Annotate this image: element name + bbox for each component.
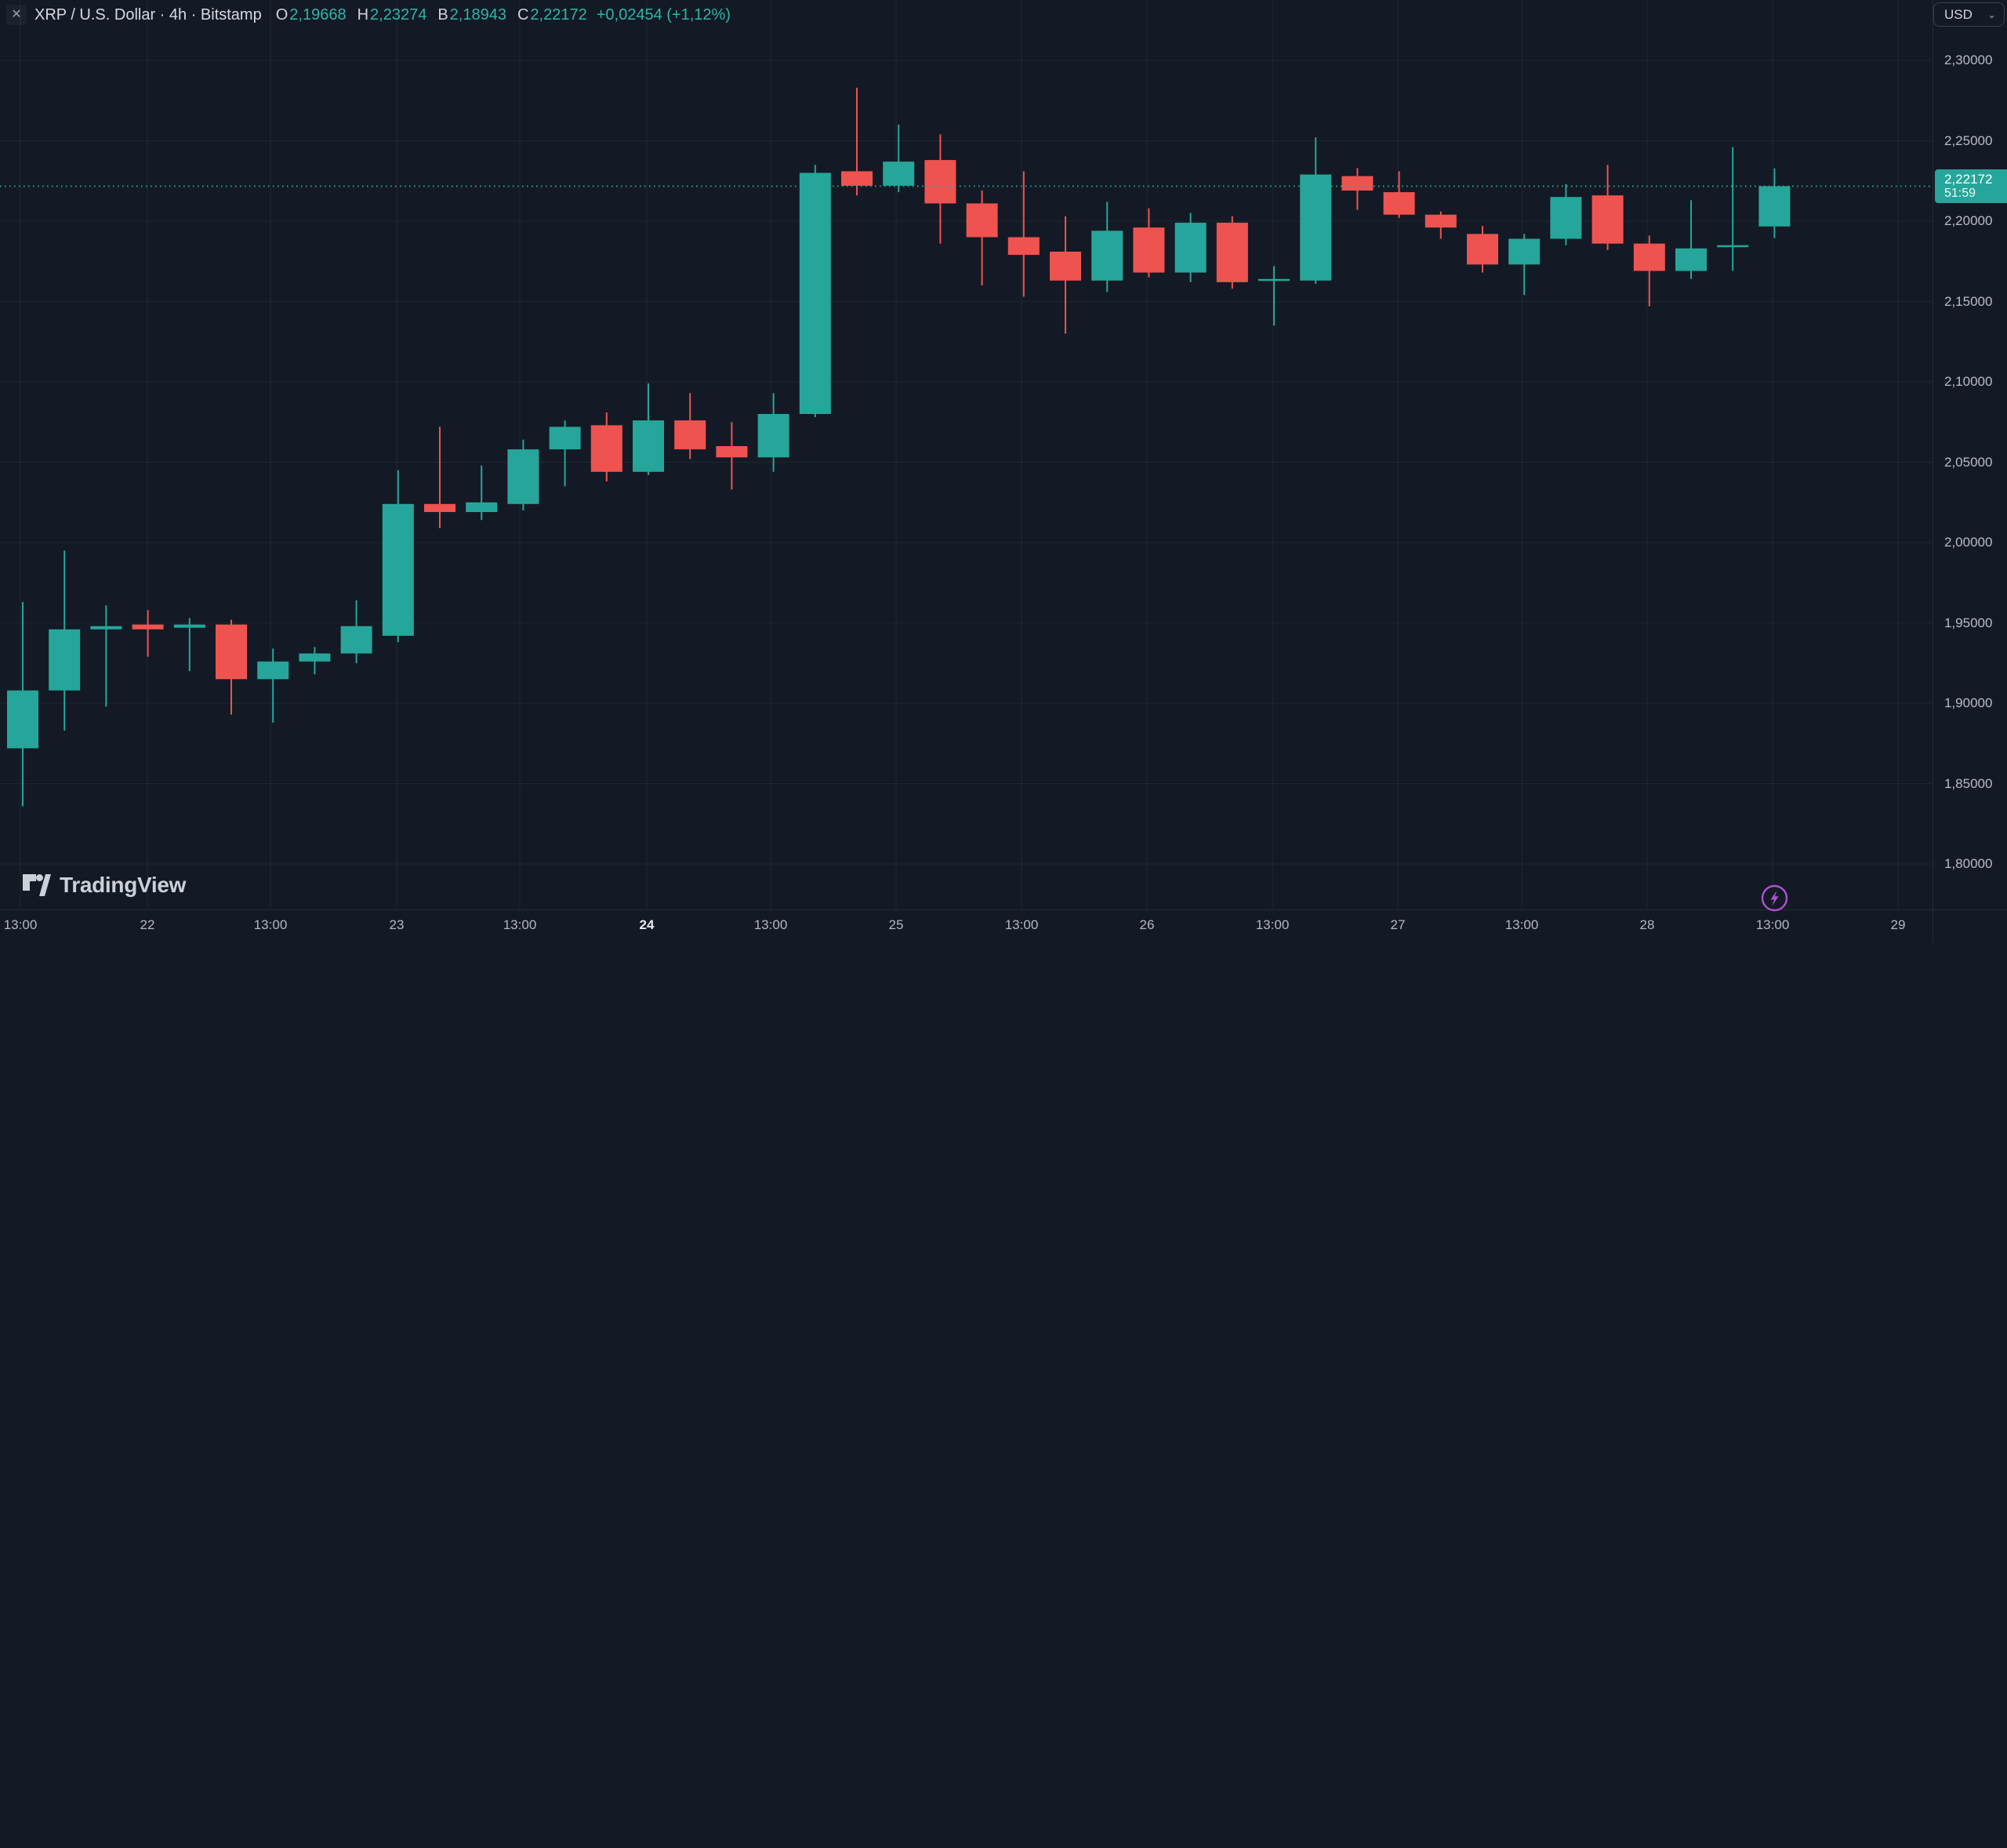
ohlc-low: B 2,18943 bbox=[437, 5, 506, 24]
currency-selector[interactable]: USD ⌄ bbox=[1933, 2, 2005, 27]
ohlc-high: H 2,23274 bbox=[357, 5, 427, 24]
candle-down bbox=[216, 624, 247, 680]
candle-down bbox=[1467, 234, 1498, 265]
bar-countdown: 51:59 bbox=[1944, 187, 1976, 201]
candle-up bbox=[1717, 245, 1749, 248]
time-tick-label: 13:00 bbox=[1255, 917, 1290, 932]
time-tick-label: 29 bbox=[1890, 917, 1906, 932]
time-tick-label: 13:00 bbox=[3, 917, 38, 932]
candle-up bbox=[90, 626, 122, 630]
time-tick-label: 13:00 bbox=[1004, 917, 1039, 932]
close-icon[interactable]: ✕ bbox=[6, 5, 27, 25]
tradingview-logo-text: TradingView bbox=[60, 873, 187, 897]
tradingview-logo-icon bbox=[23, 874, 51, 896]
candle-up bbox=[1091, 231, 1123, 281]
candle-up bbox=[49, 629, 81, 691]
candle-down bbox=[1341, 176, 1374, 191]
lightning-icon bbox=[1761, 884, 1788, 912]
candle-down bbox=[1383, 192, 1415, 215]
time-tick-label: 27 bbox=[1390, 917, 1406, 932]
ohlc-close: C 2,22172 bbox=[517, 5, 587, 24]
candle-down bbox=[590, 425, 622, 472]
price-tick-label: 2,00000 bbox=[1944, 535, 1993, 550]
candle-down bbox=[1133, 227, 1165, 273]
candle-down bbox=[1216, 223, 1248, 282]
time-tick-label: 23 bbox=[389, 917, 405, 932]
candle-up bbox=[1550, 197, 1582, 239]
price-tick-label: 2,20000 bbox=[1944, 213, 1993, 228]
candle-up bbox=[757, 414, 789, 458]
price-tick-label: 2,10000 bbox=[1944, 374, 1993, 389]
candle-up bbox=[507, 449, 539, 504]
time-tick-label: 13:00 bbox=[753, 917, 788, 932]
candle-up bbox=[382, 503, 414, 636]
currency-label: USD bbox=[1944, 6, 1973, 22]
time-tick-label: 22 bbox=[140, 917, 155, 932]
chevron-down-icon: ⌄ bbox=[1987, 8, 1996, 20]
price-tick-label: 1,95000 bbox=[1944, 615, 1993, 630]
price-axis[interactable]: 2,22172 51:59 2,30000 2,25000 2,20000 2,150… bbox=[1933, 0, 2007, 909]
candle-down bbox=[674, 420, 706, 450]
candle-down bbox=[1424, 214, 1457, 228]
price-tick-label: 1,80000 bbox=[1944, 856, 1993, 871]
price-tick-label: 2,05000 bbox=[1944, 454, 1993, 470]
candle-up bbox=[1508, 238, 1541, 265]
tradingview-logo[interactable]: TradingView bbox=[22, 873, 186, 898]
time-tick-label: 24 bbox=[639, 917, 655, 932]
candle-up bbox=[7, 690, 38, 749]
lightning-button[interactable] bbox=[1760, 884, 1789, 913]
candle-up bbox=[340, 626, 372, 654]
price-tick-label: 1,90000 bbox=[1944, 695, 1993, 710]
candlestick-chart[interactable] bbox=[0, 0, 1933, 909]
time-tick-label: 13:00 bbox=[1504, 917, 1539, 932]
symbol-title[interactable]: XRP / U.S. Dollar · 4h · Bitstamp bbox=[34, 5, 262, 24]
candle-down bbox=[924, 160, 956, 204]
time-tick-label: 13:00 bbox=[253, 917, 288, 932]
candle-up bbox=[1174, 223, 1207, 273]
candle-up bbox=[633, 420, 664, 472]
time-tick-label: 26 bbox=[1139, 917, 1155, 932]
candle-up bbox=[257, 661, 289, 680]
candle-down bbox=[1633, 243, 1665, 271]
candle-down bbox=[1050, 251, 1081, 281]
candle-up bbox=[799, 172, 831, 414]
candle-up bbox=[299, 653, 331, 662]
price-tick-label: 1,85000 bbox=[1944, 775, 1993, 791]
time-tick-label: 13:00 bbox=[1755, 917, 1790, 932]
last-price-value: 2,22172 bbox=[1944, 172, 1993, 187]
price-change: +0,02454 (+1,12%) bbox=[596, 5, 731, 24]
ohlc-values: O 2,19668 H 2,23274 B 2,18943 C 2,22172 bbox=[276, 6, 587, 24]
candle-up bbox=[1758, 186, 1791, 227]
last-price-badge: 2,22172 51:59 bbox=[1935, 169, 2007, 204]
time-tick-label: 13:00 bbox=[503, 917, 537, 932]
candle-up bbox=[1675, 248, 1707, 271]
candle-down bbox=[966, 203, 998, 238]
time-axis[interactable]: 13:00 22 13:00 23 13:00 24 13:00 25 13:00 26 13:00… bbox=[0, 909, 1933, 942]
candle-up bbox=[549, 427, 581, 450]
candle-up bbox=[1258, 278, 1290, 281]
candle-down bbox=[132, 624, 164, 630]
time-tick-label: 25 bbox=[888, 917, 904, 932]
time-tick-label: 28 bbox=[1639, 917, 1655, 932]
ohlc-open: O 2,19668 bbox=[275, 5, 347, 24]
candle-up bbox=[466, 502, 498, 513]
candle-down bbox=[841, 171, 873, 186]
chart-legend: ✕ XRP / U.S. Dollar · 4h · Bitstamp O 2,1… bbox=[0, 0, 731, 30]
axis-corner bbox=[1933, 909, 2007, 942]
candle-down bbox=[1007, 237, 1040, 256]
candle-up bbox=[883, 162, 915, 186]
candle-up bbox=[173, 624, 205, 628]
price-tick-label: 2,30000 bbox=[1944, 53, 1993, 67]
price-tick-label: 2,15000 bbox=[1944, 293, 1993, 309]
price-tick-label: 2,25000 bbox=[1944, 133, 1993, 148]
candle-down bbox=[1591, 195, 1624, 244]
candle-down bbox=[424, 503, 455, 513]
tradingview-chart-app: 2,22172 51:59 2,30000 2,25000 2,20000 2,150… bbox=[0, 0, 2007, 942]
candle-down bbox=[716, 446, 748, 458]
candle-up bbox=[1300, 174, 1332, 281]
